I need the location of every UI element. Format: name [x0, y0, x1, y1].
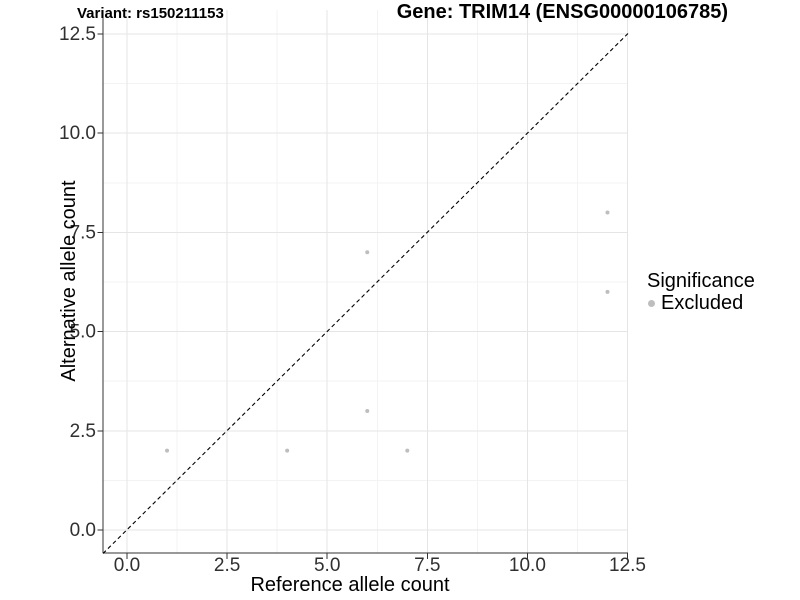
legend-title: Significance: [647, 270, 755, 292]
x-tick-label: 12.5: [609, 555, 646, 576]
legend-item-label: Excluded: [661, 292, 744, 314]
x-tick-label: 10.0: [509, 555, 546, 576]
data-point: [285, 448, 290, 453]
data-point: [365, 408, 370, 413]
data-point: [405, 448, 410, 453]
y-tick-label: 7.5: [70, 222, 96, 243]
identity-reference-line: [102, 33, 629, 554]
x-tick-label: 5.0: [314, 555, 340, 576]
legend-item-excluded: Excluded: [647, 293, 755, 313]
plot-title-variant: Variant: rs150211153: [77, 5, 224, 22]
y-tick-label: 0.0: [70, 520, 96, 541]
plot-title-gene: Gene: TRIM14 (ENSG00000106785): [396, 1, 728, 23]
y-tick-label: 2.5: [70, 421, 96, 442]
x-tick-label: 0.0: [114, 555, 140, 576]
y-tick-label: 10.0: [59, 123, 96, 144]
x-tick-label: 7.5: [414, 555, 440, 576]
data-point: [165, 448, 170, 453]
excluded-point-icon: [648, 299, 655, 307]
x-axis-title: Reference allele count: [250, 574, 450, 596]
legend: Significance Excluded: [647, 270, 755, 313]
data-point: [605, 210, 610, 215]
y-tick-label: 12.5: [59, 24, 96, 45]
data-point: [365, 250, 370, 255]
y-axis-title: Alternative allele count: [58, 180, 80, 382]
data-point: [605, 289, 610, 294]
y-tick-label: 5.0: [70, 322, 96, 343]
x-tick-label: 2.5: [214, 555, 240, 576]
